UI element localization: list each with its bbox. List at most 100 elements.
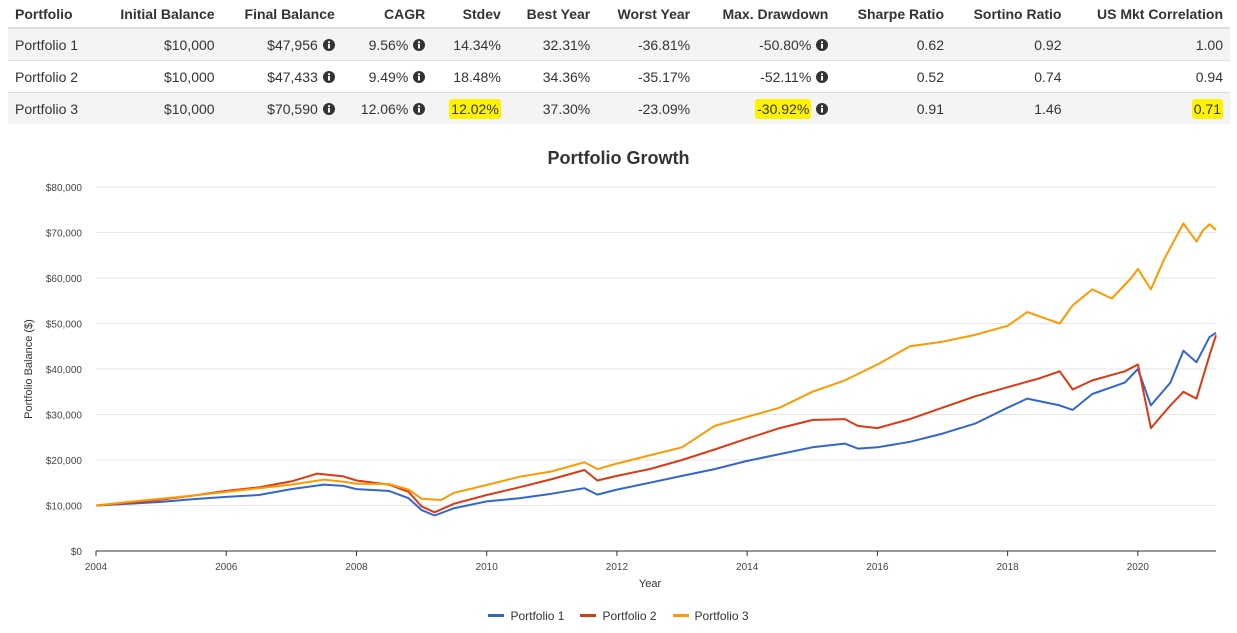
x-tick-label: 2006 — [215, 562, 238, 573]
final-balance: $70,590 — [267, 100, 318, 117]
portfolio-name: Portfolio 1 — [8, 27, 97, 61]
worst-year: -35.17% — [597, 60, 698, 93]
header-cagr[interactable]: CAGR — [341, 0, 433, 29]
us-mkt-correlation-cell: 0.71 — [1068, 92, 1230, 124]
header-sharpe-ratio[interactable]: Sharpe Ratio — [835, 0, 951, 29]
table-row: Portfolio 1 $10,000 $47,956 9.56% 14.34%… — [8, 27, 1230, 61]
series-line-portfolio-2 — [95, 334, 1217, 514]
info-icon[interactable] — [322, 70, 335, 83]
us-mkt-correlation-highlighted: 0.71 — [1191, 98, 1223, 119]
x-axis-label: Year — [639, 578, 662, 590]
portfolio-summary-table: Portfolio Initial Balance Final Balance … — [8, 0, 1230, 124]
header-sortino-ratio[interactable]: Sortino Ratio — [951, 0, 1069, 29]
max-drawdown: -50.80% — [759, 36, 812, 53]
y-tick-label: $0 — [71, 547, 83, 558]
initial-balance: $10,000 — [96, 60, 222, 93]
x-tick-label: 2014 — [736, 562, 759, 573]
info-icon[interactable] — [816, 38, 829, 51]
legend-item[interactable]: Portfolio 1 — [488, 609, 564, 623]
cagr-cell: 12.06% — [341, 92, 433, 124]
max-drawdown-cell: -52.11% — [697, 60, 836, 93]
sharpe-ratio: 0.91 — [835, 92, 951, 124]
cagr: 9.49% — [368, 68, 409, 85]
final-balance: $47,956 — [267, 36, 318, 53]
y-tick-label: $30,000 — [46, 411, 83, 422]
sortino-ratio: 1.46 — [951, 92, 1069, 124]
best-year: 34.36% — [507, 60, 598, 93]
max-drawdown-cell: -30.92% — [697, 92, 836, 124]
info-icon[interactable] — [413, 70, 426, 83]
sharpe-ratio: 0.52 — [835, 60, 951, 93]
header-final-balance[interactable]: Final Balance — [221, 0, 342, 29]
worst-year: -23.09% — [597, 92, 698, 124]
x-tick-label: 2020 — [1127, 562, 1150, 573]
stdev-highlighted: 12.02% — [449, 98, 501, 119]
y-tick-label: $70,000 — [46, 229, 83, 240]
stdev: 14.34% — [432, 27, 508, 61]
max-drawdown-highlighted: -30.92% — [755, 98, 812, 119]
x-tick-label: 2012 — [606, 562, 629, 573]
cagr-cell: 9.49% — [341, 60, 433, 93]
table-row: Portfolio 2 $10,000 $47,433 9.49% 18.48%… — [8, 60, 1230, 93]
series-line-portfolio-3 — [95, 222, 1217, 507]
info-icon[interactable] — [816, 70, 829, 83]
header-max-drawdown[interactable]: Max. Drawdown — [697, 0, 836, 29]
legend-swatch — [672, 614, 689, 617]
y-tick-label: $80,000 — [46, 183, 83, 194]
info-icon[interactable] — [322, 38, 335, 51]
legend-item[interactable]: Portfolio 2 — [580, 608, 657, 623]
chart-title: Portfolio Growth — [547, 148, 690, 168]
header-stdev[interactable]: Stdev — [432, 0, 508, 29]
y-tick-label: $50,000 — [46, 320, 83, 331]
legend-label: Portfolio 1 — [510, 608, 565, 623]
y-tick-label: $20,000 — [46, 456, 83, 467]
header-initial-balance[interactable]: Initial Balance — [96, 0, 222, 29]
cagr: 9.56% — [368, 36, 409, 53]
table-row: Portfolio 3 $10,000 $70,590 12.06% 12.02… — [8, 92, 1230, 124]
best-year: 37.30% — [507, 92, 598, 124]
legend-label: Portfolio 3 — [694, 608, 749, 623]
us-mkt-correlation: 0.94 — [1068, 60, 1230, 93]
legend-swatch — [580, 614, 597, 617]
best-year: 32.31% — [507, 27, 598, 61]
legend-item[interactable]: Portfolio 3 — [672, 608, 749, 623]
header-portfolio[interactable]: Portfolio — [8, 0, 97, 29]
worst-year: -36.81% — [597, 27, 698, 61]
sortino-ratio: 0.74 — [951, 60, 1069, 93]
x-tick-label: 2010 — [476, 562, 499, 573]
info-icon[interactable] — [322, 102, 335, 115]
header-best-year[interactable]: Best Year — [507, 0, 598, 29]
series-line-portfolio-1 — [95, 331, 1217, 517]
legend-label: Portfolio 2 — [602, 608, 657, 623]
cagr: 12.06% — [360, 100, 409, 117]
y-tick-label: $10,000 — [46, 502, 83, 513]
y-axis-label: Portfolio Balance ($) — [23, 319, 35, 419]
info-icon[interactable] — [816, 102, 829, 115]
max-drawdown: -52.11% — [760, 68, 812, 85]
x-tick-label: 2004 — [85, 562, 108, 573]
table-header-row: Portfolio Initial Balance Final Balance … — [8, 0, 1230, 29]
chart-legend: Portfolio 1 Portfolio 2 Portfolio 3 — [0, 606, 1237, 623]
initial-balance: $10,000 — [96, 27, 222, 61]
final-balance-cell: $47,433 — [221, 60, 342, 93]
us-mkt-correlation: 1.00 — [1068, 27, 1230, 61]
info-icon[interactable] — [413, 102, 426, 115]
y-tick-label: $40,000 — [46, 365, 83, 376]
portfolio-name: Portfolio 3 — [8, 92, 97, 124]
x-tick-label: 2018 — [997, 562, 1020, 573]
legend-swatch — [488, 614, 505, 617]
stdev-cell: 12.02% — [432, 92, 508, 124]
x-tick-label: 2016 — [866, 562, 889, 573]
final-balance-cell: $47,956 — [221, 27, 342, 61]
header-worst-year[interactable]: Worst Year — [597, 0, 698, 29]
y-tick-label: $60,000 — [46, 274, 83, 285]
initial-balance: $10,000 — [96, 92, 222, 124]
final-balance-cell: $70,590 — [221, 92, 342, 124]
portfolio-name: Portfolio 2 — [8, 60, 97, 93]
info-icon[interactable] — [413, 38, 426, 51]
header-us-mkt-correlation[interactable]: US Mkt Correlation — [1068, 0, 1230, 29]
cagr-cell: 9.56% — [341, 27, 433, 61]
final-balance: $47,433 — [267, 68, 318, 85]
